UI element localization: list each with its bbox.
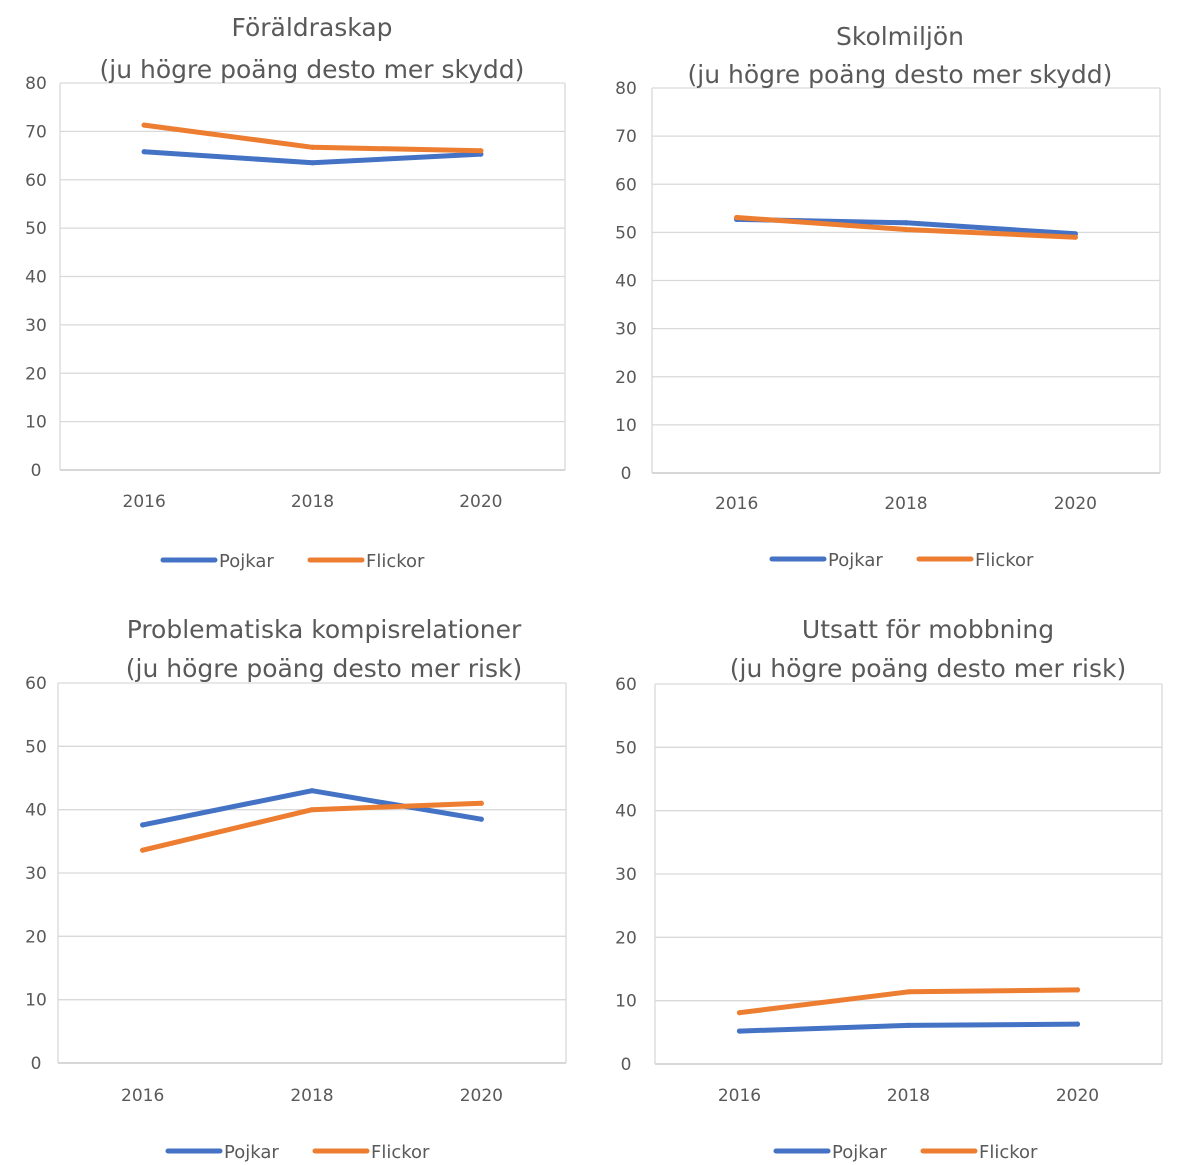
y-tick-label: 10 — [25, 413, 47, 433]
chart-panel-skolmiljon: 0 10 20 30 40 50 60 70 80 2016 2018 2020 Skolmiljön (… — [615, 22, 1161, 571]
data-point-flickor — [1074, 987, 1081, 993]
y-tick-label: 20 — [25, 364, 47, 384]
chart-title: Skolmiljön — [836, 22, 964, 51]
x-tick-label: 2020 — [460, 1086, 503, 1106]
legend-label-flickor: Flickor — [371, 1142, 430, 1163]
data-point-pojkar — [905, 1022, 912, 1028]
legend-label-pojkar: Pojkar — [828, 550, 883, 571]
x-tick-label: 2018 — [887, 1086, 930, 1106]
data-point-pojkar — [141, 149, 147, 155]
data-point-flickor — [478, 148, 484, 154]
data-point-flickor — [309, 807, 315, 813]
legend-label-pojkar: Pojkar — [832, 1142, 887, 1163]
data-point-flickor — [903, 226, 909, 233]
data-point-pojkar — [309, 788, 315, 794]
y-tick-label: 40 — [25, 801, 47, 821]
data-point-pojkar — [140, 822, 146, 828]
y-tick-label: 30 — [25, 864, 47, 884]
legend-label-pojkar: Pojkar — [224, 1142, 279, 1163]
y-tick-label: 0 — [31, 461, 42, 481]
chart-title: Problematiska kompisrelationer — [127, 615, 522, 644]
data-point-pojkar — [736, 1028, 743, 1034]
y-tick-label: 20 — [25, 927, 47, 947]
legend-label-flickor: Flickor — [979, 1142, 1038, 1163]
chart-panel-foraldraskap: 0 10 20 30 40 50 60 70 80 2016 2018 2020 Föräldraska… — [25, 13, 566, 572]
x-tick-label: 2016 — [123, 492, 166, 512]
legend-label-pojkar: Pojkar — [219, 551, 274, 572]
x-tick-label: 2020 — [1056, 1086, 1099, 1106]
data-point-flickor — [140, 847, 146, 853]
data-point-flickor — [478, 800, 484, 806]
y-tick-label: 10 — [25, 991, 47, 1011]
y-tick-label: 0 — [31, 1054, 42, 1074]
data-point-pojkar — [309, 160, 316, 166]
x-tick-label: 2020 — [459, 492, 502, 512]
y-tick-label: 70 — [25, 122, 47, 142]
y-tick-label: 70 — [615, 127, 637, 147]
chart-title: Utsatt för mobbning — [802, 615, 1054, 644]
y-tick-label: 40 — [25, 268, 47, 288]
data-point-flickor — [309, 144, 316, 150]
y-tick-label: 60 — [615, 675, 637, 695]
y-tick-label: 60 — [25, 171, 47, 191]
x-tick-label: 2018 — [291, 492, 334, 512]
x-tick-label: 2016 — [715, 494, 758, 514]
data-point-pojkar — [903, 220, 909, 226]
chart-subtitle: (ju högre poäng desto mer skydd) — [100, 55, 525, 84]
x-tick-label: 2018 — [290, 1086, 333, 1106]
chart-subtitle: (ju högre poäng desto mer risk) — [730, 654, 1126, 683]
y-tick-label: 40 — [615, 272, 637, 292]
legend-label-flickor: Flickor — [366, 551, 425, 572]
y-tick-label: 30 — [615, 320, 637, 340]
x-tick-label: 2016 — [121, 1086, 164, 1106]
data-point-flickor — [141, 122, 147, 128]
chart-panel-kompisrelationer: 0 10 20 30 40 50 60 2016 2018 2020 Problematiska k… — [25, 615, 567, 1163]
y-tick-label: 20 — [615, 368, 637, 388]
y-tick-label: 20 — [615, 928, 637, 948]
data-point-pojkar — [478, 816, 484, 822]
chart-title: Föräldraskap — [231, 13, 392, 42]
y-tick-label: 10 — [615, 416, 637, 436]
y-tick-label: 0 — [621, 464, 632, 484]
legend-label-flickor: Flickor — [975, 550, 1034, 571]
data-point-flickor — [736, 1010, 743, 1016]
chart-panel-mobbning: 0 10 20 30 40 50 60 2016 2018 2020 Utsatt för mobb… — [615, 615, 1163, 1163]
y-tick-label: 50 — [25, 737, 47, 757]
y-tick-label: 50 — [615, 223, 637, 243]
y-tick-label: 80 — [25, 74, 47, 94]
chart-subtitle: (ju högre poäng desto mer skydd) — [688, 60, 1113, 89]
y-tick-label: 60 — [615, 175, 637, 195]
y-tick-label: 50 — [25, 219, 47, 239]
y-tick-label: 50 — [615, 738, 637, 758]
chart-subtitle: (ju högre poäng desto mer risk) — [126, 654, 522, 683]
data-point-flickor — [905, 989, 912, 995]
y-tick-label: 30 — [25, 316, 47, 336]
x-tick-label: 2020 — [1054, 494, 1097, 514]
data-point-pojkar — [1074, 1021, 1081, 1027]
y-tick-label: 60 — [25, 674, 47, 694]
data-point-flickor — [1072, 234, 1078, 240]
x-tick-label: 2018 — [884, 494, 927, 514]
x-tick-label: 2016 — [718, 1086, 761, 1106]
y-tick-label: 0 — [621, 1055, 632, 1075]
y-tick-label: 30 — [615, 865, 637, 885]
data-point-flickor — [734, 214, 740, 221]
y-tick-label: 40 — [615, 802, 637, 822]
y-tick-label: 10 — [615, 992, 637, 1012]
y-tick-label: 80 — [615, 79, 637, 99]
